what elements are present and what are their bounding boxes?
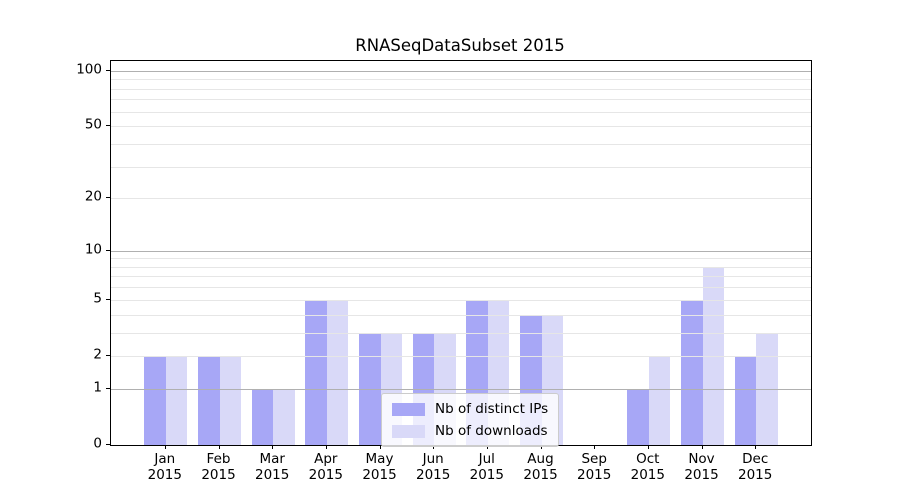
gridline-minor (111, 111, 811, 113)
bar (251, 388, 274, 445)
gridline-minor (111, 99, 811, 101)
bar (305, 299, 327, 445)
x-tick-label: Feb 2015 (201, 451, 236, 484)
x-tick-mark (325, 445, 327, 449)
gridline-minor (111, 143, 811, 145)
x-tick-mark (218, 445, 220, 449)
gridline-minor (111, 355, 811, 357)
legend-label: Nb of downloads (435, 423, 548, 439)
gridline-minor (111, 276, 811, 278)
legend-item: Nb of downloads (392, 423, 548, 439)
plot-area: Nb of distinct IPs Nb of downloads (110, 60, 812, 447)
gridline-minor (111, 266, 811, 268)
y-tick-label: 100 (76, 61, 102, 78)
bar (144, 355, 166, 445)
gridline-minor (111, 126, 811, 128)
x-tick-label: Jun 2015 (416, 451, 451, 484)
x-tick-label: Apr 2015 (308, 451, 343, 484)
x-tick-label: Mar 2015 (255, 451, 290, 484)
y-tick-label: 50 (84, 116, 102, 133)
x-tick-mark (272, 445, 274, 449)
x-tick-label: Sep 2015 (577, 451, 612, 484)
gridline-minor (111, 198, 811, 200)
gridline-minor (111, 166, 811, 168)
y-tick-label: 1 (93, 379, 102, 396)
gridline-minor (111, 287, 811, 289)
bar (627, 388, 649, 445)
gridline-minor (111, 79, 811, 81)
bar (734, 355, 757, 445)
y-tick-mark (106, 249, 110, 251)
bar (648, 355, 671, 445)
y-tick-label: 2 (93, 346, 102, 363)
gridline-minor (111, 88, 811, 90)
y-tick-mark (106, 354, 110, 357)
x-tick-label: Nov 2015 (684, 451, 719, 484)
gridline-minor (111, 258, 811, 260)
y-tick-mark (106, 69, 110, 71)
gridline-major (111, 388, 811, 390)
bar (198, 355, 220, 445)
x-tick-mark (647, 445, 649, 449)
chart-title: RNASeqDataSubset 2015 (355, 36, 565, 55)
y-tick-mark (106, 387, 110, 389)
gridline-minor (111, 314, 811, 316)
x-tick-mark (594, 445, 596, 449)
bar (681, 299, 703, 445)
y-tick-mark (106, 197, 110, 199)
y-tick-mark (106, 444, 110, 446)
x-tick-label: Jan 2015 (147, 451, 182, 484)
gridline-minor (111, 299, 811, 301)
x-tick-label: Dec 2015 (738, 451, 773, 484)
gridline-minor (111, 332, 811, 334)
y-tick-label: 0 (93, 435, 102, 452)
bar (326, 299, 349, 445)
x-tick-mark (755, 445, 757, 449)
y-tick-label: 20 (84, 188, 102, 205)
y-tick-mark (106, 298, 110, 300)
x-tick-mark (701, 445, 703, 449)
legend-swatch (392, 402, 425, 416)
x-tick-mark (486, 445, 488, 449)
y-tick-label: 5 (93, 289, 102, 306)
bar (219, 355, 241, 445)
legend-swatch (392, 424, 425, 438)
x-tick-mark (164, 445, 166, 449)
y-tick-mark (106, 125, 110, 127)
x-tick-label: Aug 2015 (523, 451, 558, 484)
gridline-major (111, 70, 811, 72)
legend-item: Nb of distinct IPs (392, 401, 548, 417)
x-tick-label: May 2015 (362, 451, 397, 484)
x-tick-mark (433, 445, 435, 449)
gridline-major (111, 250, 811, 252)
x-tick-label: Jul 2015 (469, 451, 504, 484)
bar (273, 388, 295, 445)
x-tick-mark (540, 445, 542, 449)
x-tick-label: Oct 2015 (630, 451, 665, 484)
x-tick-mark (379, 445, 381, 449)
legend-label: Nb of distinct IPs (435, 401, 549, 417)
legend: Nb of distinct IPs Nb of downloads (381, 393, 560, 447)
y-tick-label: 10 (84, 240, 102, 257)
bar (165, 355, 188, 445)
